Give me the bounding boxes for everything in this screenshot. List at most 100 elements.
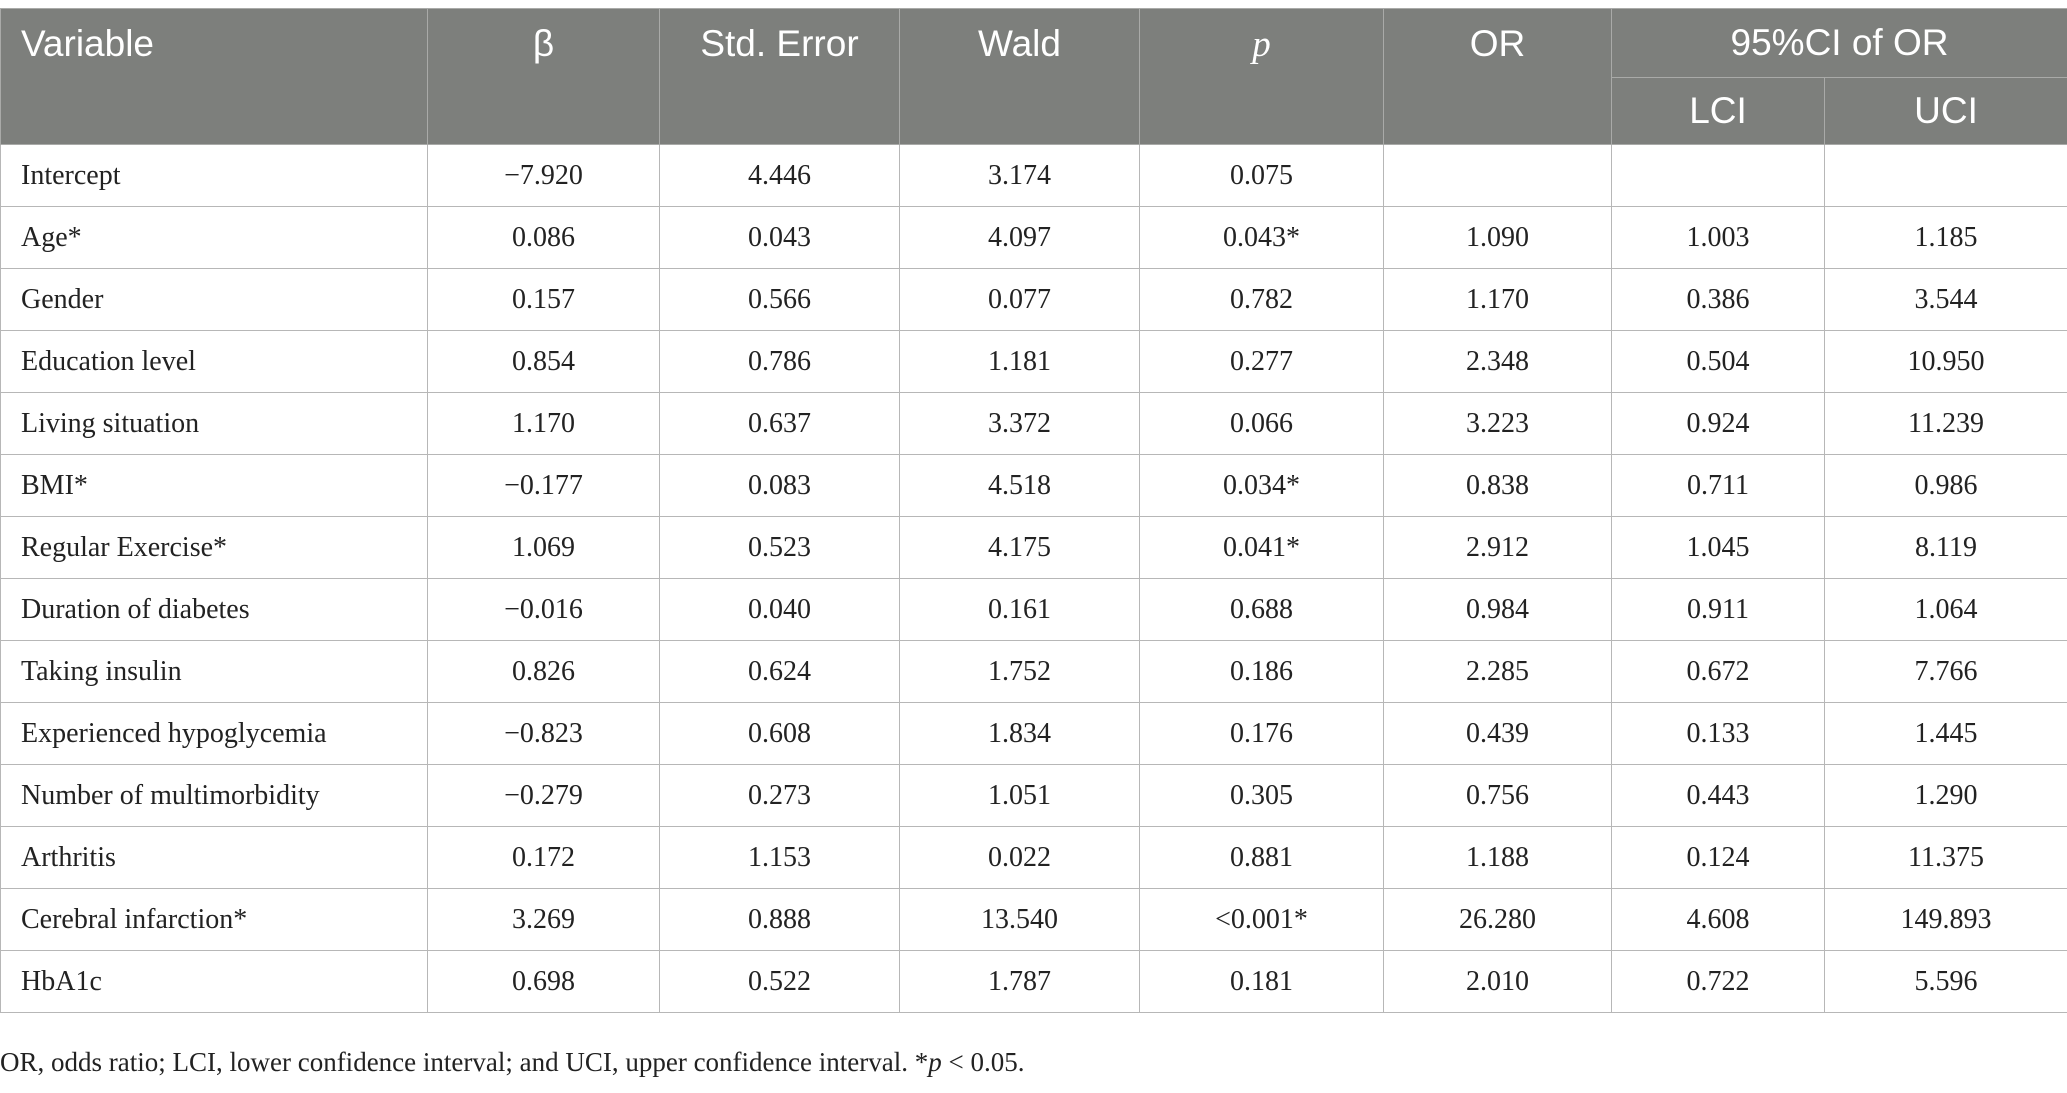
cell-std-error: 1.153 [659,826,900,889]
cell-uci: 10.950 [1823,330,2067,393]
cell-std-error: 0.888 [659,888,900,951]
header-std-error: Std. Error [659,8,900,145]
header-wald: Wald [899,8,1140,145]
cell-p: 0.277 [1139,330,1384,393]
table-row: Living situation 1.170 0.637 3.372 0.066 3.22… [0,392,2067,455]
cell-variable: BMI* [0,454,428,517]
cell-beta: −0.279 [427,764,660,827]
cell-uci [1823,144,2067,207]
cell-lci: 0.386 [1611,268,1825,331]
cell-or: 1.188 [1383,826,1612,889]
cell-uci: 11.375 [1823,826,2067,889]
cell-or: 3.223 [1383,392,1612,455]
cell-std-error: 4.446 [659,144,900,207]
table-footnote: OR, odds ratio; LCI, lower confidence in… [0,1047,1024,1078]
cell-p: 0.034* [1139,454,1384,517]
cell-wald: 3.174 [899,144,1140,207]
table-row: Education level 0.854 0.786 1.181 0.277 2.348… [0,330,2067,393]
cell-p: 0.176 [1139,702,1384,765]
cell-std-error: 0.522 [659,950,900,1013]
cell-std-error: 0.608 [659,702,900,765]
regression-table: Variable β Std. Error Wald p OR 95%CI of… [0,8,2067,1013]
cell-lci: 0.124 [1611,826,1825,889]
cell-lci: 1.045 [1611,516,1825,579]
cell-std-error: 0.566 [659,268,900,331]
cell-beta: −0.823 [427,702,660,765]
header-p: p [1139,8,1384,145]
table-header: Variable β Std. Error Wald p OR 95%CI of… [0,8,2067,145]
cell-wald: 4.175 [899,516,1140,579]
table-row: Taking insulin 0.826 0.624 1.752 0.186 2.285 0… [0,640,2067,703]
table-row: Gender 0.157 0.566 0.077 0.782 1.170 0.386 3.54… [0,268,2067,331]
table-row: Age* 0.086 0.043 4.097 0.043* 1.090 1.003 1.185 [0,206,2067,269]
cell-p: 0.181 [1139,950,1384,1013]
cell-beta: 0.826 [427,640,660,703]
cell-uci: 8.119 [1823,516,2067,579]
cell-wald: 1.752 [899,640,1140,703]
cell-lci: 0.711 [1611,454,1825,517]
cell-variable: Intercept [0,144,428,207]
cell-uci: 1.064 [1823,578,2067,641]
cell-wald: 0.022 [899,826,1140,889]
table-row: Arthritis 0.172 1.153 0.022 0.881 1.188 0.124 1… [0,826,2067,889]
footnote-p-symbol: p [928,1047,942,1077]
cell-or: 2.285 [1383,640,1612,703]
cell-p: 0.186 [1139,640,1384,703]
cell-or: 0.756 [1383,764,1612,827]
cell-lci: 0.133 [1611,702,1825,765]
cell-beta: 0.698 [427,950,660,1013]
cell-variable: Gender [0,268,428,331]
cell-beta: 0.157 [427,268,660,331]
cell-beta: 1.170 [427,392,660,455]
table-row: Duration of diabetes −0.016 0.040 0.161 0.68… [0,578,2067,641]
cell-or [1383,144,1612,207]
cell-uci: 11.239 [1823,392,2067,455]
cell-wald: 1.834 [899,702,1140,765]
cell-p: 0.066 [1139,392,1384,455]
header-variable: Variable [0,8,428,145]
cell-variable: Cerebral infarction* [0,888,428,951]
header-p-label: p [1252,24,1271,65]
cell-wald: 3.372 [899,392,1140,455]
cell-variable: Arthritis [0,826,428,889]
cell-uci: 1.290 [1823,764,2067,827]
cell-uci: 149.893 [1823,888,2067,951]
cell-wald: 1.787 [899,950,1140,1013]
cell-p: 0.782 [1139,268,1384,331]
cell-lci [1611,144,1825,207]
cell-or: 26.280 [1383,888,1612,951]
footnote-text-part1: OR, odds ratio; LCI, lower confidence in… [0,1047,929,1077]
cell-variable: Number of multimorbidity [0,764,428,827]
header-ci-group: 95%CI of OR [1610,8,2067,78]
cell-beta: −0.177 [427,454,660,517]
cell-lci: 0.443 [1611,764,1825,827]
cell-p: 0.043* [1139,206,1384,269]
table-body: Intercept −7.920 4.446 3.174 0.075 Age* 0.086 0… [0,144,2067,1013]
cell-lci: 4.608 [1611,888,1825,951]
cell-uci: 0.986 [1823,454,2067,517]
cell-std-error: 0.040 [659,578,900,641]
cell-lci: 0.504 [1611,330,1825,393]
cell-wald: 13.540 [899,888,1140,951]
cell-beta: −7.920 [427,144,660,207]
cell-wald: 4.097 [899,206,1140,269]
cell-variable: Taking insulin [0,640,428,703]
cell-wald: 1.181 [899,330,1140,393]
cell-std-error: 0.273 [659,764,900,827]
cell-wald: 4.518 [899,454,1140,517]
header-beta: β [427,8,660,145]
table-row: Experienced hypoglycemia −0.823 0.608 1.834… [0,702,2067,765]
cell-p: 0.688 [1139,578,1384,641]
cell-beta: −0.016 [427,578,660,641]
header-uci: UCI [1823,77,2067,145]
cell-p: 0.041* [1139,516,1384,579]
cell-std-error: 0.523 [659,516,900,579]
cell-or: 1.090 [1383,206,1612,269]
cell-uci: 1.445 [1823,702,2067,765]
cell-lci: 1.003 [1611,206,1825,269]
header-or: OR [1383,8,1612,145]
cell-or: 1.170 [1383,268,1612,331]
cell-variable: Regular Exercise* [0,516,428,579]
cell-or: 0.984 [1383,578,1612,641]
cell-lci: 0.911 [1611,578,1825,641]
